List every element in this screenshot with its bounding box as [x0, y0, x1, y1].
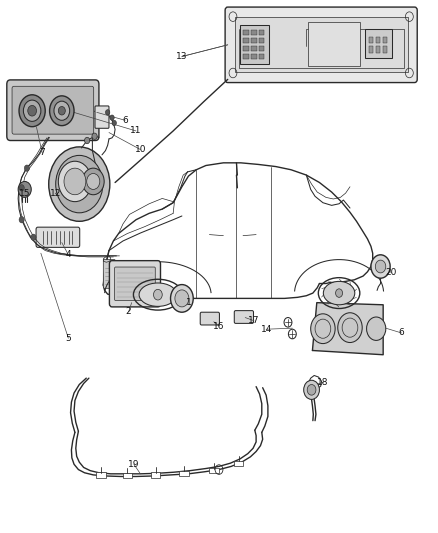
- FancyBboxPatch shape: [115, 267, 155, 301]
- FancyBboxPatch shape: [259, 38, 265, 43]
- Circle shape: [375, 260, 386, 273]
- Circle shape: [28, 106, 36, 116]
- FancyBboxPatch shape: [251, 46, 257, 51]
- Circle shape: [58, 107, 65, 115]
- Circle shape: [31, 234, 36, 240]
- Circle shape: [23, 100, 41, 122]
- Circle shape: [307, 384, 316, 395]
- Text: 15: 15: [19, 189, 31, 198]
- Text: 1: 1: [186, 298, 191, 307]
- FancyBboxPatch shape: [96, 472, 106, 478]
- Circle shape: [87, 173, 100, 189]
- Circle shape: [304, 380, 319, 399]
- Text: 10: 10: [134, 145, 146, 154]
- FancyBboxPatch shape: [369, 46, 373, 53]
- Text: 6: 6: [399, 328, 404, 337]
- FancyBboxPatch shape: [225, 7, 417, 83]
- FancyBboxPatch shape: [151, 472, 160, 478]
- FancyBboxPatch shape: [369, 37, 373, 43]
- FancyBboxPatch shape: [234, 311, 254, 324]
- FancyBboxPatch shape: [259, 30, 265, 35]
- Text: 17: 17: [248, 316, 260, 325]
- FancyBboxPatch shape: [123, 473, 132, 478]
- Circle shape: [110, 115, 114, 120]
- FancyBboxPatch shape: [383, 46, 387, 53]
- FancyBboxPatch shape: [36, 227, 80, 247]
- Circle shape: [85, 138, 90, 144]
- FancyBboxPatch shape: [244, 46, 249, 51]
- Ellipse shape: [323, 281, 355, 305]
- Circle shape: [311, 314, 335, 344]
- Text: 6: 6: [122, 116, 128, 125]
- FancyBboxPatch shape: [259, 46, 265, 51]
- FancyBboxPatch shape: [240, 25, 269, 64]
- FancyBboxPatch shape: [365, 29, 392, 58]
- Text: 20: 20: [386, 269, 397, 277]
- Circle shape: [19, 95, 45, 127]
- Text: 7: 7: [39, 148, 45, 157]
- Text: 13: 13: [176, 52, 187, 61]
- FancyBboxPatch shape: [244, 30, 249, 35]
- Circle shape: [336, 289, 343, 297]
- Circle shape: [112, 120, 117, 126]
- Circle shape: [106, 110, 110, 115]
- Circle shape: [49, 147, 110, 221]
- FancyBboxPatch shape: [244, 54, 249, 59]
- Text: 4: 4: [66, 251, 71, 260]
- FancyBboxPatch shape: [259, 54, 265, 59]
- FancyBboxPatch shape: [200, 312, 219, 325]
- Text: 19: 19: [128, 460, 140, 469]
- FancyBboxPatch shape: [383, 37, 387, 43]
- FancyBboxPatch shape: [376, 46, 380, 53]
- FancyBboxPatch shape: [209, 468, 219, 473]
- Ellipse shape: [139, 283, 177, 306]
- Circle shape: [58, 161, 92, 201]
- Circle shape: [153, 289, 162, 300]
- FancyBboxPatch shape: [307, 22, 360, 66]
- Circle shape: [82, 168, 104, 195]
- FancyBboxPatch shape: [251, 30, 257, 35]
- Text: 18: 18: [317, 378, 328, 387]
- Circle shape: [18, 181, 31, 197]
- FancyBboxPatch shape: [251, 38, 257, 43]
- Circle shape: [371, 255, 390, 278]
- Circle shape: [19, 216, 24, 223]
- Circle shape: [338, 313, 362, 343]
- FancyBboxPatch shape: [244, 38, 249, 43]
- Text: 14: 14: [261, 325, 272, 334]
- FancyBboxPatch shape: [7, 80, 99, 141]
- Circle shape: [49, 96, 74, 126]
- Text: 11: 11: [130, 126, 142, 135]
- FancyBboxPatch shape: [235, 17, 408, 72]
- Circle shape: [19, 184, 24, 191]
- Circle shape: [170, 285, 193, 312]
- Text: 2: 2: [126, 307, 131, 316]
- Circle shape: [175, 290, 189, 307]
- Text: 5: 5: [66, 334, 71, 343]
- Text: 16: 16: [213, 321, 225, 330]
- Circle shape: [367, 317, 386, 341]
- FancyBboxPatch shape: [103, 260, 116, 288]
- Circle shape: [92, 133, 97, 140]
- Circle shape: [54, 101, 70, 120]
- FancyBboxPatch shape: [376, 37, 380, 43]
- Circle shape: [24, 165, 29, 171]
- Circle shape: [64, 168, 86, 195]
- FancyBboxPatch shape: [234, 461, 244, 466]
- Polygon shape: [312, 303, 383, 355]
- Text: 12: 12: [49, 189, 61, 198]
- FancyBboxPatch shape: [179, 471, 189, 476]
- FancyBboxPatch shape: [110, 261, 160, 307]
- FancyBboxPatch shape: [12, 86, 94, 134]
- FancyBboxPatch shape: [251, 54, 257, 59]
- FancyBboxPatch shape: [95, 106, 109, 128]
- Circle shape: [56, 156, 103, 213]
